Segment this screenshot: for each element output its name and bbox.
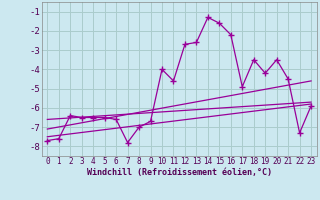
X-axis label: Windchill (Refroidissement éolien,°C): Windchill (Refroidissement éolien,°C) bbox=[87, 168, 272, 177]
